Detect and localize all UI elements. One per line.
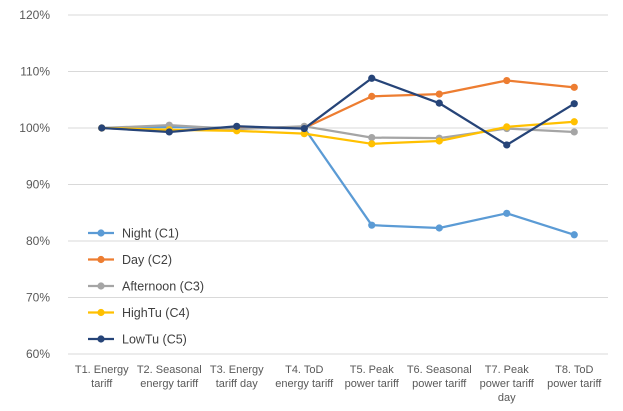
series-line (101, 125, 575, 236)
legend-entry: Afternoon (C3) (88, 280, 204, 294)
legend-swatch-marker (97, 229, 105, 237)
y-tick-label: 100% (19, 121, 50, 135)
y-tick-label: 110% (20, 65, 50, 79)
legend-label: Afternoon (C3) (122, 280, 204, 294)
series-night-c1 (98, 123, 578, 239)
y-tick-label: 60% (26, 347, 50, 361)
data-point (435, 224, 443, 232)
legend-swatch-marker (97, 335, 105, 343)
y-axis-ticks: 60% 70% 80% 90% 100% 110% 120% (19, 8, 50, 361)
legend-entry: LowTu (C5) (88, 333, 187, 347)
legend-entry: Night (C1) (88, 227, 179, 241)
data-point (368, 134, 376, 142)
legend-swatch-marker (97, 308, 105, 317)
data-point (368, 221, 376, 229)
x-tick-label: T5. Peak power tariff (345, 364, 400, 390)
data-point (233, 122, 241, 130)
x-tick-label: T6. Seasonal power tariff (407, 364, 472, 390)
series-group (98, 74, 578, 239)
x-tick-label: T7. Peak power tariff day (480, 364, 535, 404)
data-point (503, 123, 511, 131)
y-tick-label: 90% (26, 178, 50, 192)
data-point (435, 137, 443, 145)
data-point (503, 141, 511, 149)
legend-label: Night (C1) (122, 227, 179, 241)
legend-label: HighTu (C4) (122, 306, 190, 320)
series-line (101, 120, 575, 145)
legend-swatch-marker (97, 255, 105, 264)
gridlines (68, 14, 608, 355)
legend: Night (C1) Day (C2) Afternoon (C3) HighTu (… (88, 227, 204, 347)
data-point (368, 74, 376, 82)
legend-label: Day (C2) (122, 253, 172, 267)
legend-entry: HighTu (C4) (88, 306, 190, 320)
data-point (570, 100, 578, 108)
data-point (368, 92, 376, 100)
data-point (570, 118, 578, 126)
data-point (435, 90, 443, 98)
x-tick-label: T2. Seasonal energy tariff (137, 364, 202, 390)
y-tick-label: 120% (19, 8, 50, 22)
x-tick-label: T4. ToD energy tariff (275, 364, 334, 390)
data-point (300, 124, 308, 133)
x-tick-label: T8. ToD power tariff (547, 364, 602, 390)
series-line (101, 79, 575, 132)
series-line (101, 77, 575, 147)
series-lowtu-c5 (98, 74, 578, 149)
legend-swatch-marker (97, 282, 105, 290)
data-point (570, 83, 578, 91)
x-tick-label: T1. Energy tariff (75, 364, 129, 390)
data-point (570, 128, 578, 136)
data-point (98, 124, 106, 132)
x-axis-ticks: T1. Energy tariff T2. Seasonal energy tarif… (75, 364, 602, 404)
data-point (300, 130, 308, 138)
legend-label: LowTu (C5) (122, 333, 187, 347)
data-point (165, 128, 173, 136)
y-tick-label: 70% (26, 291, 50, 305)
data-point (435, 99, 443, 107)
data-point (570, 231, 578, 239)
x-tick-label: T3. Energy tariff day (210, 364, 264, 390)
legend-entry: Day (C2) (88, 253, 172, 267)
y-tick-label: 80% (26, 234, 50, 248)
data-point (503, 209, 511, 217)
data-point (368, 140, 376, 148)
data-point (503, 76, 511, 85)
